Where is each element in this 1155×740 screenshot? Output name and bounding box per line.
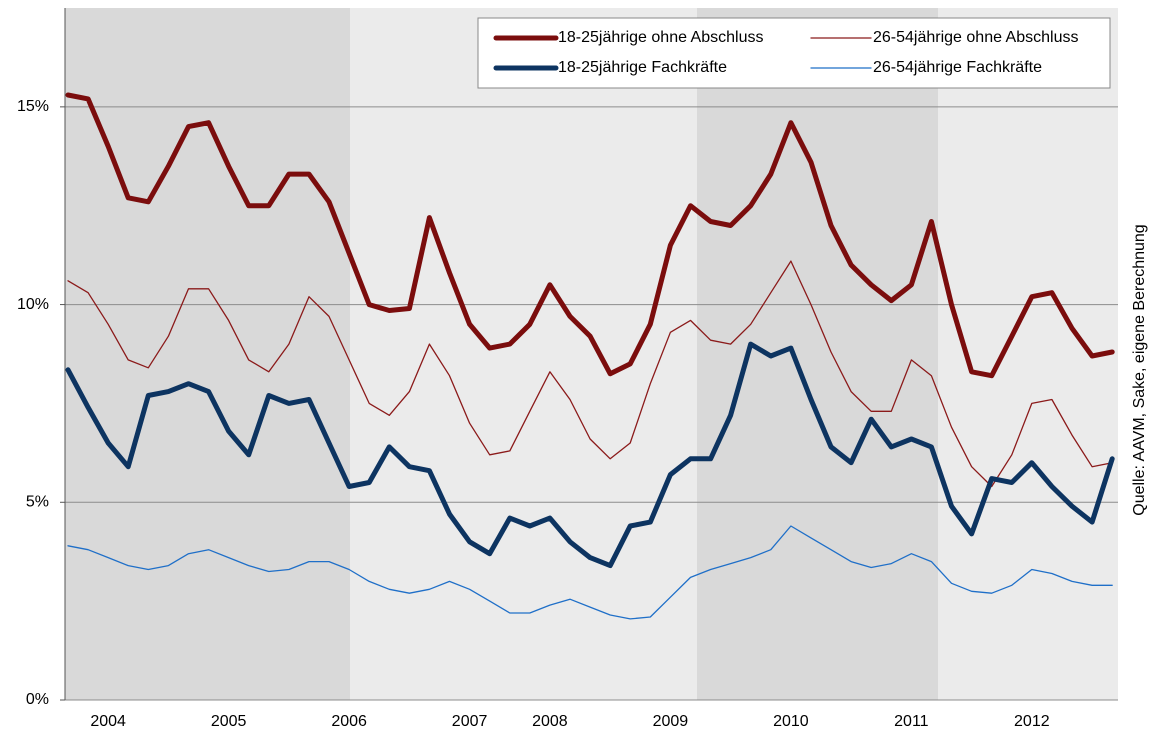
y-tick-label: 5% [26, 494, 49, 511]
series-line [65, 92, 1115, 379]
y-tick-label: 15% [17, 98, 49, 115]
shaded-period [697, 8, 938, 700]
x-tick-label: 2006 [331, 713, 367, 730]
shaded-period [65, 8, 350, 700]
grid [65, 106, 1118, 701]
legend-label: 18-25jährige Fachkräfte [558, 59, 727, 76]
x-tick-label: 2012 [1014, 713, 1050, 730]
lines [65, 92, 1115, 620]
legend-label: 18-25jährige ohne Abschluss [558, 29, 763, 46]
x-tick-label: 2009 [653, 713, 689, 730]
legend-label: 26-54jährige Fachkräfte [873, 59, 1042, 76]
x-tick-label: 2011 [894, 713, 929, 730]
legend-box [477, 17, 1111, 89]
series-line [67, 260, 1113, 488]
y-tick-label: 0% [26, 691, 49, 708]
x-tick-label: 2005 [211, 713, 247, 730]
series-line [65, 341, 1115, 569]
x-tick-label: 2010 [773, 713, 809, 730]
x-tick-label: 2007 [452, 713, 488, 730]
x-tick-label: 2008 [532, 713, 568, 730]
legend: 18-25jährige ohne Abschluss 26-54jährige … [477, 17, 1111, 89]
x-tick-label: 2004 [90, 713, 126, 730]
legend-label: 26-54jährige ohne Abschluss [873, 29, 1078, 46]
y-tick-label: 10% [17, 296, 49, 313]
series-line [67, 525, 1113, 620]
source-note: Quelle: AAVM, Sake, eigene Berechnung [1131, 224, 1148, 515]
